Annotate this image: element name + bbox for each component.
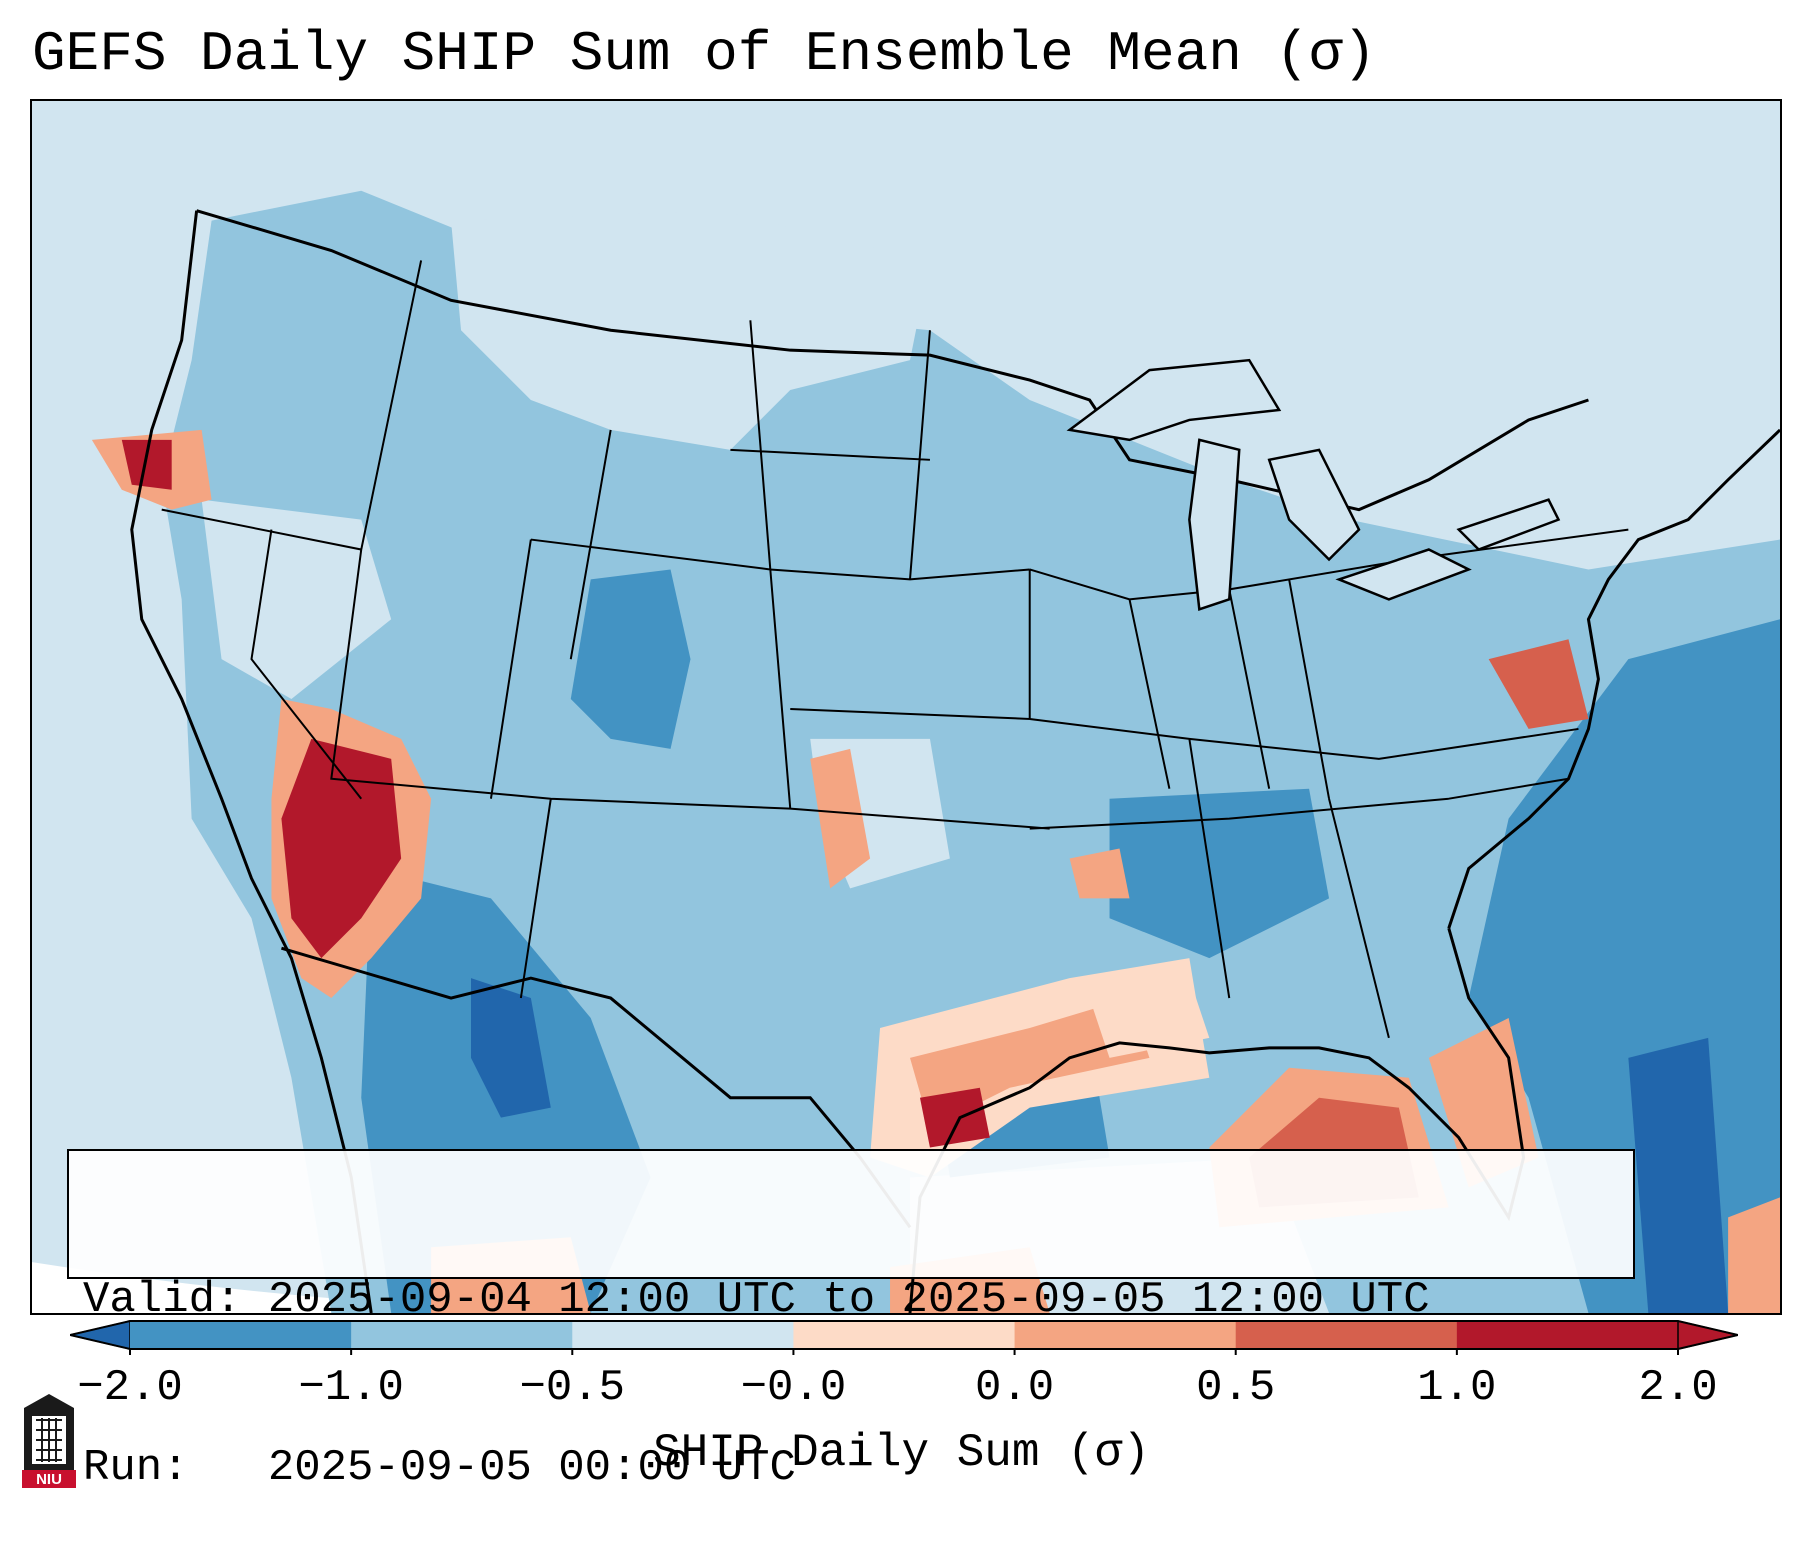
light-northern-plains <box>451 210 930 450</box>
colorbar-segment-3 <box>793 1321 1016 1349</box>
colorbar-ticks <box>129 1349 1679 1355</box>
colorbar-segment-0 <box>130 1321 352 1349</box>
pos-texas-core <box>919 1087 990 1148</box>
darkest-mexico <box>470 978 551 1118</box>
colorbar-tick-label: −0.5 <box>519 1363 626 1413</box>
valid-run-box: Valid: 2025-09-04 12:00 UTC to 2025-09-0… <box>67 1149 1635 1493</box>
outside-domain <box>32 1262 631 1313</box>
mexico-border <box>281 946 912 1229</box>
pos-bahamas <box>1728 1197 1780 1313</box>
colorbar-segment-4 <box>1014 1321 1237 1349</box>
pos-florida <box>1428 1017 1539 1188</box>
pos-kansas <box>810 748 871 889</box>
valid-time-text: Valid: 2025-09-04 12:00 UTC to 2025-09-0… <box>83 1275 1430 1325</box>
colorbar-tick-label: −0.0 <box>740 1363 847 1413</box>
pos-mississippi <box>1089 978 1210 1058</box>
pos-arkansas <box>1069 848 1130 899</box>
map-title: GEFS Daily SHIP Sum of Ensemble Mean (σ) <box>32 22 1377 86</box>
colorbar-label: SHIP Daily Sum (σ) <box>653 1427 1150 1479</box>
light-great-basin <box>201 499 392 700</box>
colorbar-segment-5 <box>1235 1321 1458 1349</box>
colorbar-tick-label: 0.5 <box>1196 1363 1276 1413</box>
dark-southeast <box>1109 788 1330 959</box>
colorbar-tick-label: −2.0 <box>77 1363 183 1413</box>
coastline-gulf <box>908 927 1526 1313</box>
colorbar-segment-2 <box>572 1321 794 1349</box>
dark-colorado <box>570 569 691 749</box>
map-frame <box>30 99 1782 1315</box>
coastline-west <box>130 210 373 1313</box>
pos-nevada-core <box>281 738 402 959</box>
canada-border <box>196 209 1589 512</box>
niu-logo: NIU <box>22 1394 76 1488</box>
darkest-caribbean <box>1628 1037 1729 1313</box>
light-canada-east <box>1249 101 1780 440</box>
colorbar-segment-1 <box>351 1321 573 1349</box>
colorbar-over-arrow <box>1677 1320 1738 1350</box>
colorbar-tick-label: 1.0 <box>1417 1363 1497 1413</box>
colorbar-tick-label: −1.0 <box>298 1363 404 1413</box>
colorbar-segments <box>70 1320 1738 1350</box>
coastline-east <box>1447 428 1780 929</box>
pos-oregon-core <box>121 439 172 490</box>
colorbar-under-arrow <box>70 1320 131 1350</box>
colorbar-tick-label: 0.0 <box>974 1363 1055 1413</box>
pos-chesapeake <box>1488 639 1589 729</box>
anomaly-map <box>32 101 1780 1313</box>
niu-logo-text: NIU <box>36 1471 62 1488</box>
colorbar-segment-6 <box>1456 1321 1679 1349</box>
run-time-text: Run: 2025-09-05 00:00 UTC <box>83 1443 796 1493</box>
colorbar <box>70 1320 1738 1355</box>
colorbar-tick-label: 2.0 <box>1638 1363 1718 1413</box>
great-lakes <box>1066 358 1561 611</box>
